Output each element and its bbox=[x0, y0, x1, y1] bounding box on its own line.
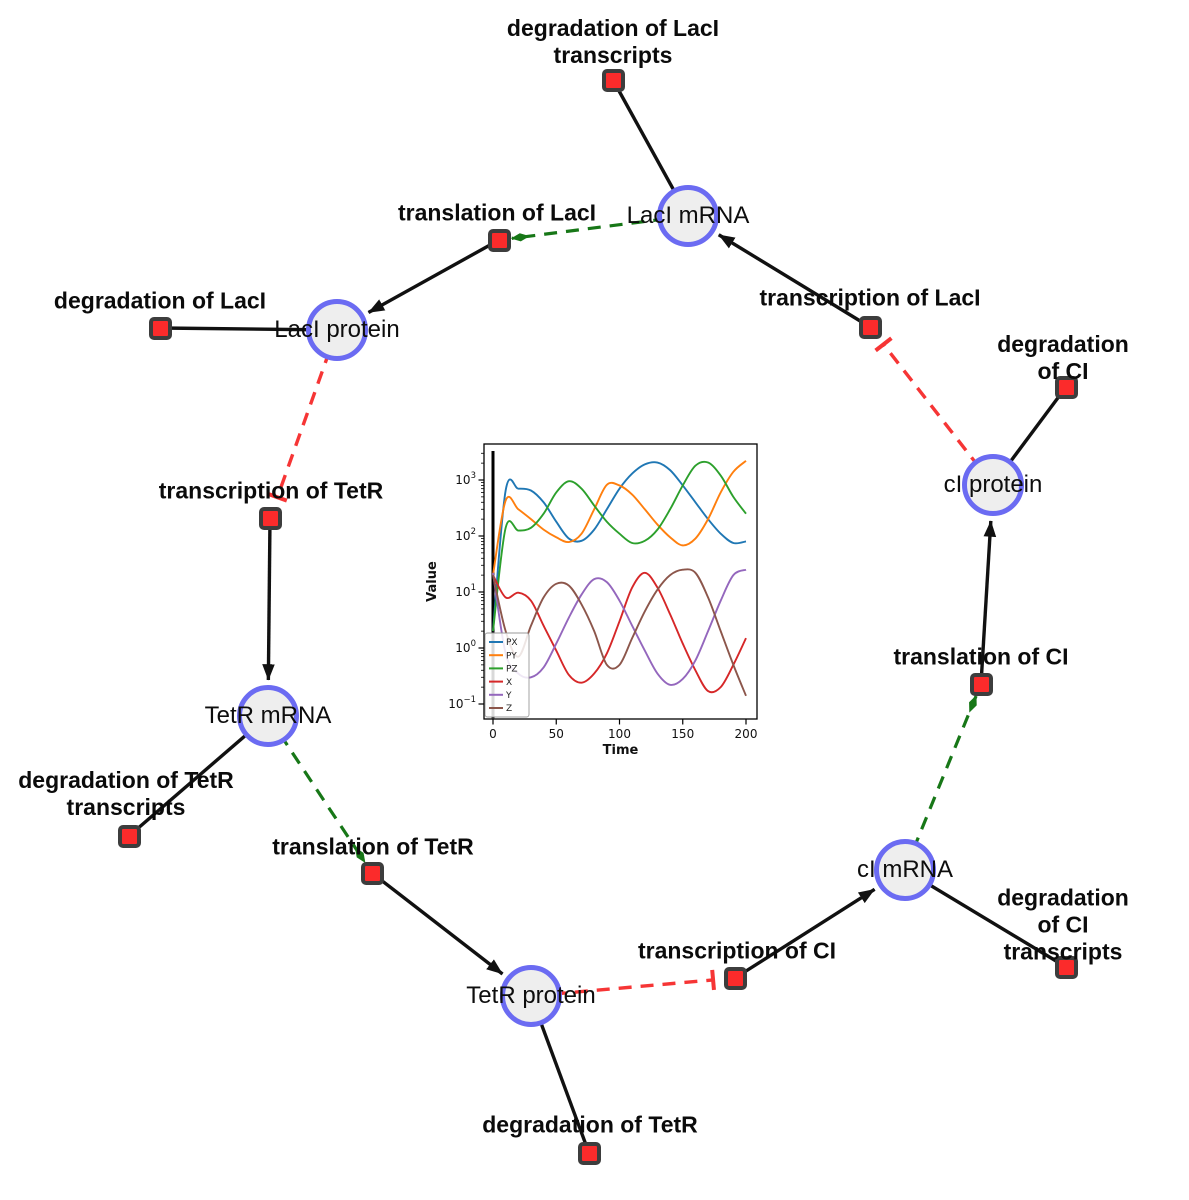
species-label-tetr-mrna: TetR mRNA bbox=[204, 702, 332, 729]
inhibition-tbar bbox=[267, 492, 288, 503]
production-arrow-edge bbox=[370, 871, 504, 976]
reaction-label-degradation-laci: degradation of LacI bbox=[53, 287, 267, 314]
species-node-tetr-mrna[interactable] bbox=[237, 685, 299, 747]
legend-entry-Y: Y bbox=[505, 691, 512, 701]
reaction-label-degradation-tetr-transcripts: degradation of TetR transcripts bbox=[18, 766, 234, 820]
series-PX bbox=[492, 461, 747, 632]
reaction-node-translation-laci[interactable] bbox=[487, 228, 511, 252]
legend-entry-PX: PX bbox=[506, 638, 518, 648]
reaction-node-degradation-ci[interactable] bbox=[1054, 375, 1078, 399]
reaction-label-degradation-laci-transcripts: degradation of LacI transcripts bbox=[506, 14, 720, 68]
legend-entry-PZ: PZ bbox=[506, 665, 518, 675]
y-tick-label: 100 bbox=[455, 639, 476, 655]
production-arrow-edge bbox=[979, 520, 997, 685]
species-label-ci-mrna: cI mRNA bbox=[857, 856, 953, 883]
reaction-node-degradation-laci-transcripts[interactable] bbox=[601, 68, 625, 92]
reaction-label-translation-ci: translation of CI bbox=[893, 643, 1069, 670]
reaction-node-transcription-ci[interactable] bbox=[723, 966, 747, 990]
y-tick-label: 101 bbox=[455, 583, 476, 599]
species-node-ci-protein[interactable] bbox=[962, 454, 1024, 516]
series-PY bbox=[492, 460, 747, 576]
inset-chart: 10−1 100 101 102 103 0 50 100 150 200 Time Value PX P… bbox=[425, 443, 758, 758]
reaction-node-translation-ci[interactable] bbox=[969, 672, 993, 696]
reaction-node-degradation-laci[interactable] bbox=[148, 316, 172, 340]
production-arrow-edge bbox=[734, 887, 876, 980]
y-tick-label: 102 bbox=[455, 527, 476, 543]
consumption-edge bbox=[904, 868, 1067, 969]
legend-entry-Z: Z bbox=[506, 704, 512, 714]
series-Y bbox=[492, 568, 747, 686]
reaction-label-translation-laci: translation of LacI bbox=[397, 199, 597, 226]
series-X bbox=[492, 571, 747, 694]
reaction-label-transcription-tetr: transcription of TetR bbox=[158, 477, 384, 504]
inhibition-tbar bbox=[874, 336, 893, 353]
x-axis-title: Time bbox=[603, 743, 639, 758]
reaction-node-degradation-ci-transcripts[interactable] bbox=[1054, 955, 1078, 979]
x-tick-label: 100 bbox=[608, 727, 631, 741]
y-tick-label: 103 bbox=[455, 471, 476, 487]
reaction-label-degradation-ci-transcripts: degradation of CI transcripts bbox=[997, 884, 1129, 965]
x-tick-label: 0 bbox=[489, 727, 497, 741]
reaction-node-degradation-tetr-transcripts[interactable] bbox=[117, 824, 141, 848]
x-tick-label: 150 bbox=[671, 727, 694, 741]
production-arrow-edge bbox=[367, 238, 500, 315]
y-tick-label: 10−1 bbox=[448, 695, 476, 711]
reaction-label-degradation-ci: degradation of CI bbox=[997, 330, 1129, 384]
species-label-ci-protein: cI protein bbox=[943, 471, 1043, 498]
reaction-node-transcription-laci[interactable] bbox=[858, 315, 882, 339]
x-tick-label: 50 bbox=[549, 727, 564, 741]
legend-entry-PY: PY bbox=[506, 651, 517, 661]
reaction-label-transcription-ci: transcription of CI bbox=[637, 937, 837, 964]
reaction-label-degradation-tetr: degradation of TetR bbox=[482, 1111, 698, 1138]
species-node-laci-mrna[interactable] bbox=[657, 185, 719, 247]
reaction-node-degradation-tetr[interactable] bbox=[577, 1141, 601, 1165]
species-label-tetr-protein: TetR protein bbox=[466, 982, 596, 1009]
reaction-label-translation-tetr: translation of TetR bbox=[272, 833, 474, 860]
species-label-laci-protein: LacI protein bbox=[274, 316, 400, 343]
y-axis-title: Value bbox=[425, 561, 440, 602]
inhibition-tbar bbox=[710, 969, 716, 991]
series-Z bbox=[492, 568, 747, 697]
species-node-ci-mrna[interactable] bbox=[874, 839, 936, 901]
series-PZ bbox=[492, 460, 747, 632]
production-arrow-edge bbox=[262, 517, 275, 681]
species-node-tetr-protein[interactable] bbox=[500, 965, 562, 1027]
reaction-label-transcription-laci: transcription of LacI bbox=[759, 284, 981, 311]
x-tick-label: 200 bbox=[735, 727, 758, 741]
reaction-node-transcription-tetr[interactable] bbox=[258, 506, 282, 530]
species-node-laci-protein[interactable] bbox=[306, 299, 368, 361]
production-arrow-edge bbox=[717, 233, 871, 329]
reaction-node-translation-tetr[interactable] bbox=[360, 861, 384, 885]
legend-entry-X: X bbox=[506, 678, 512, 688]
species-label-laci-mrna: LacI mRNA bbox=[626, 202, 750, 229]
